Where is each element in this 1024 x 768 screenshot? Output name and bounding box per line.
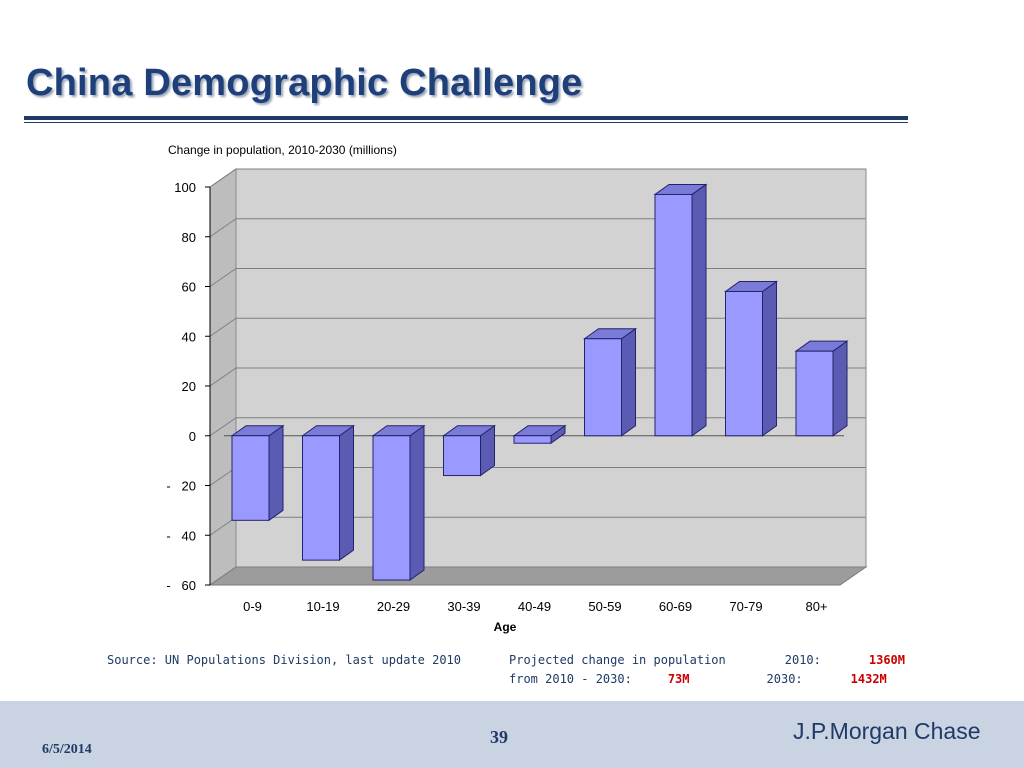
projection-period-label: from 2010 - 2030: (509, 672, 632, 686)
year-2030-label: 2030: (766, 672, 803, 686)
bar (230, 424, 285, 522)
gridline-side (209, 317, 237, 337)
bar-front (372, 435, 411, 581)
bar-front (231, 435, 270, 521)
bar-front (654, 193, 693, 437)
bar-side (268, 424, 284, 522)
bar-side (339, 424, 354, 562)
y-tick-label: 0 (189, 429, 196, 444)
population-change-chart: 100 80 60 40 20 0 - 20 - 40 - 60 0-9 10-19 20-29 30… (166, 168, 868, 634)
gridline-side (209, 417, 237, 437)
slide-date: 6/5/2014 (42, 742, 92, 757)
bar-front (443, 435, 481, 477)
x-tick-label: 0-9 (243, 599, 262, 614)
bar (512, 424, 567, 445)
chart-floor (208, 566, 868, 586)
x-tick-label: 70-79 (729, 599, 762, 614)
bar (300, 424, 356, 562)
title-divider-thin (24, 122, 908, 123)
x-axis-title: Age (494, 620, 517, 634)
x-tick-label: 50-59 (588, 599, 621, 614)
footer-bar (0, 701, 1024, 768)
bar (371, 424, 426, 581)
bar (794, 340, 849, 437)
projection-note: Projected change in population 2010: 1360M (509, 653, 905, 667)
bar-front (795, 350, 834, 437)
projection-note-2: from 2010 - 2030: 73M 2030: 1432M (509, 672, 887, 686)
y-tick-label: 100 (174, 180, 196, 195)
bar (441, 424, 497, 477)
source-note: Source: UN Populations Division, last up… (107, 653, 462, 667)
y-tick-label: 60 (182, 280, 196, 295)
bar-side (691, 183, 707, 437)
projection-label: Projected change in population (509, 653, 726, 667)
slide-title: China Demographic Challenge (26, 62, 583, 104)
x-tick-label: 80+ (805, 599, 827, 614)
gridline-side (209, 566, 237, 586)
bar-side (832, 340, 848, 437)
y-tick-label: - 40 (166, 528, 196, 543)
bar-front (725, 290, 763, 437)
bar-front (513, 435, 552, 444)
y-tick-label: - 20 (166, 479, 196, 494)
x-tick-label: 60-69 (659, 599, 692, 614)
y-tick-label: 20 (182, 379, 196, 394)
x-tick-label: 20-29 (377, 599, 410, 614)
x-tick-label: 10-19 (306, 599, 339, 614)
bar (723, 280, 779, 437)
bar-front (302, 435, 340, 561)
bar (582, 327, 638, 437)
bar (653, 183, 708, 437)
x-tick-label: 30-39 (447, 599, 480, 614)
gridline-side (209, 367, 237, 387)
x-tick-label: 40-49 (518, 599, 551, 614)
gridline-side (209, 268, 237, 287)
title-divider (24, 116, 908, 120)
gridline-side (209, 218, 237, 238)
y-tick-label: 40 (182, 329, 196, 344)
brand-logo-text: J.P.Morgan Chase (793, 718, 981, 744)
bar-side (621, 327, 636, 437)
bar-side (409, 424, 425, 581)
gridline-side (209, 168, 237, 188)
projection-value: 73M (667, 672, 690, 686)
chart-title: Change in population, 2010-2030 (million… (168, 143, 397, 157)
year-2010-value: 1360M (868, 653, 905, 667)
bar-front (584, 338, 622, 437)
bar-side (762, 280, 777, 437)
y-tick-label: 80 (182, 230, 196, 245)
year-2030-value: 1432M (850, 672, 887, 686)
year-2010-label: 2010: (784, 653, 821, 667)
page-number: 39 (490, 727, 508, 747)
y-tick-label: - 60 (166, 578, 196, 593)
